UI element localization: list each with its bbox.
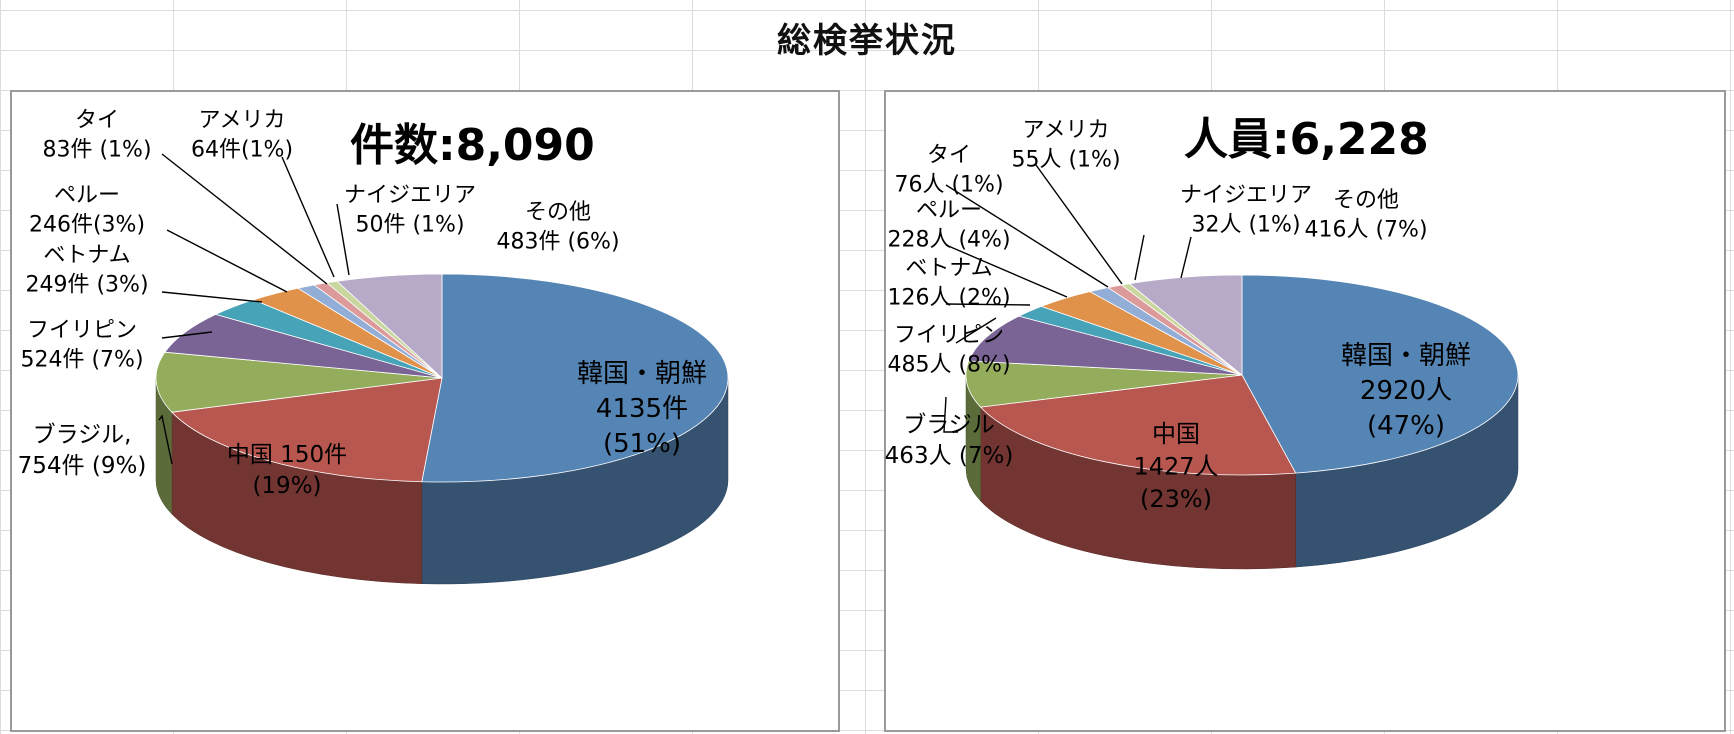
data-label-4: フイリピン 524件 (7%): [20, 318, 143, 373]
pie-slice-その他: [1128, 274, 1243, 376]
data-label-2: 中国 1427人 (23%): [1133, 420, 1218, 513]
data-label-3: ブラジル 463人 (7%): [885, 412, 1014, 469]
leader-line-8: [281, 156, 335, 278]
leader-line-6: [945, 244, 1068, 298]
pie-slice-フイリピン: [164, 313, 443, 379]
data-label-line: (51%): [603, 429, 681, 459]
data-label-line: ベトナム: [905, 256, 992, 281]
leader-line-5: [161, 291, 263, 303]
data-label-6: ペルー 228人 (4%): [887, 198, 1010, 253]
data-label-line: 32人 (1%): [1191, 213, 1300, 238]
data-label-line: 416人 (7%): [1304, 218, 1427, 243]
leader-line-9: [1134, 234, 1145, 281]
data-label-line: 463人 (7%): [885, 443, 1014, 469]
data-label-8: アメリカ 55人 (1%): [1011, 118, 1120, 173]
data-label-line: タイ: [75, 108, 119, 133]
data-label-line: ナイジエリア: [1180, 183, 1312, 208]
data-label-9: ナイジエリア 50件 (1%): [344, 183, 476, 238]
leader-line-7: [161, 153, 328, 285]
data-label-line: 4135件: [596, 394, 688, 424]
pie-chart-cases: 韓国・朝鮮 4135件 (51%) 中国 150件 (19%) ブラジル, 754件 (9%…: [18, 108, 729, 585]
data-label-line: (47%): [1367, 411, 1445, 441]
data-label-line: タイ: [927, 143, 971, 168]
data-label-line: アメリカ: [199, 108, 286, 133]
data-label-line: 55人 (1%): [1011, 148, 1120, 173]
data-label-line: 83件 (1%): [42, 138, 151, 163]
leader-line-3: [158, 414, 173, 465]
pie-slice-その他: [336, 273, 443, 379]
pie-chart-persons: 韓国・朝鮮 2920人 (47%) 中国 1427人 (23%) ブラジル 463人 (7%)…: [885, 114, 1519, 570]
leader-line-3: [943, 396, 958, 433]
pie-top-group: [155, 273, 729, 483]
leader-line-4: [161, 331, 213, 339]
data-label-line: (23%): [1140, 485, 1212, 513]
pie-slice-韓国・朝鮮: [1241, 274, 1519, 474]
data-label-line: その他: [1333, 188, 1399, 213]
pie-side-group: [965, 374, 1519, 570]
data-label-line: フイリピン: [894, 323, 1004, 348]
data-label-line: 126人 (2%): [887, 286, 1010, 311]
leader-line-9: [336, 203, 350, 276]
data-label-line: 64件(1%): [191, 138, 293, 163]
pie-slice-ブラジル: [155, 351, 443, 413]
leader-line-8: [1035, 164, 1123, 285]
data-label-6: ペルー 246件(3%): [29, 183, 145, 238]
data-label-line: 中国: [1152, 420, 1200, 448]
data-label-line: 483件 (6%): [496, 230, 619, 255]
data-label-line: アメリカ: [1023, 118, 1110, 143]
data-label-10: その他 416人 (7%): [1304, 188, 1427, 243]
data-label-line: 韓国・朝鮮: [577, 359, 707, 389]
data-label-line: 76人 (1%): [894, 173, 1003, 198]
data-label-line: 50件 (1%): [355, 213, 464, 238]
data-label-line: 249件 (3%): [25, 273, 148, 298]
chart-title: 件数:8,090: [350, 120, 595, 171]
data-label-8: アメリカ 64件(1%): [191, 108, 293, 163]
pie-slice-フイリピン: [968, 315, 1243, 376]
leader-line-10: [1180, 236, 1192, 279]
chart-panel-persons: 韓国・朝鮮 2920人 (47%) 中国 1427人 (23%) ブラジル 463人 (7%)…: [884, 90, 1726, 732]
data-label-10: その他 483件 (6%): [496, 200, 619, 255]
chart-title: 人員:6,228: [1184, 114, 1429, 165]
pie-slice-ブラジル: [965, 360, 1243, 408]
pie-slice-韓国・朝鮮: [421, 273, 729, 483]
data-label-line: ペルー: [916, 198, 982, 223]
data-label-line: 1427人: [1133, 452, 1218, 480]
leader-line-7: [945, 184, 1109, 288]
data-label-1: 韓国・朝鮮 4135件 (51%): [577, 359, 707, 459]
chart-panel-cases: 韓国・朝鮮 4135件 (51%) 中国 150件 (19%) ブラジル, 754件 (9%…: [10, 90, 840, 732]
data-label-5: ベトナム 249件 (3%): [25, 243, 148, 298]
data-label-line: 246件(3%): [29, 213, 145, 238]
data-label-3: ブラジル, 754件 (9%): [18, 422, 147, 479]
data-label-line: ベトナム: [43, 243, 130, 268]
data-label-line: 2920人: [1360, 376, 1452, 406]
page-title: 総検挙状況: [777, 21, 957, 61]
leader-line-5: [945, 303, 1031, 306]
data-label-7: タイ 83件 (1%): [42, 108, 151, 163]
data-label-5: ベトナム 126人 (2%): [887, 256, 1010, 311]
data-label-line: ブラジル: [903, 412, 995, 438]
data-label-line: ナイジエリア: [344, 183, 476, 208]
data-label-line: ブラジル,: [33, 422, 132, 448]
data-label-line: 485人 (8%): [887, 353, 1010, 378]
data-label-2: 中国 150件 (19%): [227, 442, 347, 499]
data-label-line: その他: [525, 200, 591, 225]
leader-line-6: [166, 229, 288, 293]
data-label-line: ペルー: [54, 183, 120, 208]
data-label-1: 韓国・朝鮮 2920人 (47%): [1341, 341, 1471, 441]
data-label-line: 228人 (4%): [887, 228, 1010, 253]
data-label-4: フイリピン 485人 (8%): [887, 323, 1010, 378]
leader-line-4: [955, 317, 997, 344]
data-label-line: フイリピン: [27, 318, 137, 343]
data-label-7: タイ 76人 (1%): [894, 143, 1003, 198]
data-label-line: (19%): [252, 473, 321, 499]
pie-top-group: [965, 274, 1519, 476]
pie-side-group: [155, 377, 729, 585]
data-label-9: ナイジエリア 32人 (1%): [1180, 183, 1312, 238]
data-label-line: 韓国・朝鮮: [1341, 341, 1471, 371]
pie-slice-中国: [979, 374, 1297, 476]
data-label-line: 中国 150件: [227, 442, 347, 468]
data-label-line: 754件 (9%): [18, 453, 147, 479]
data-label-line: 524件 (7%): [20, 348, 143, 373]
